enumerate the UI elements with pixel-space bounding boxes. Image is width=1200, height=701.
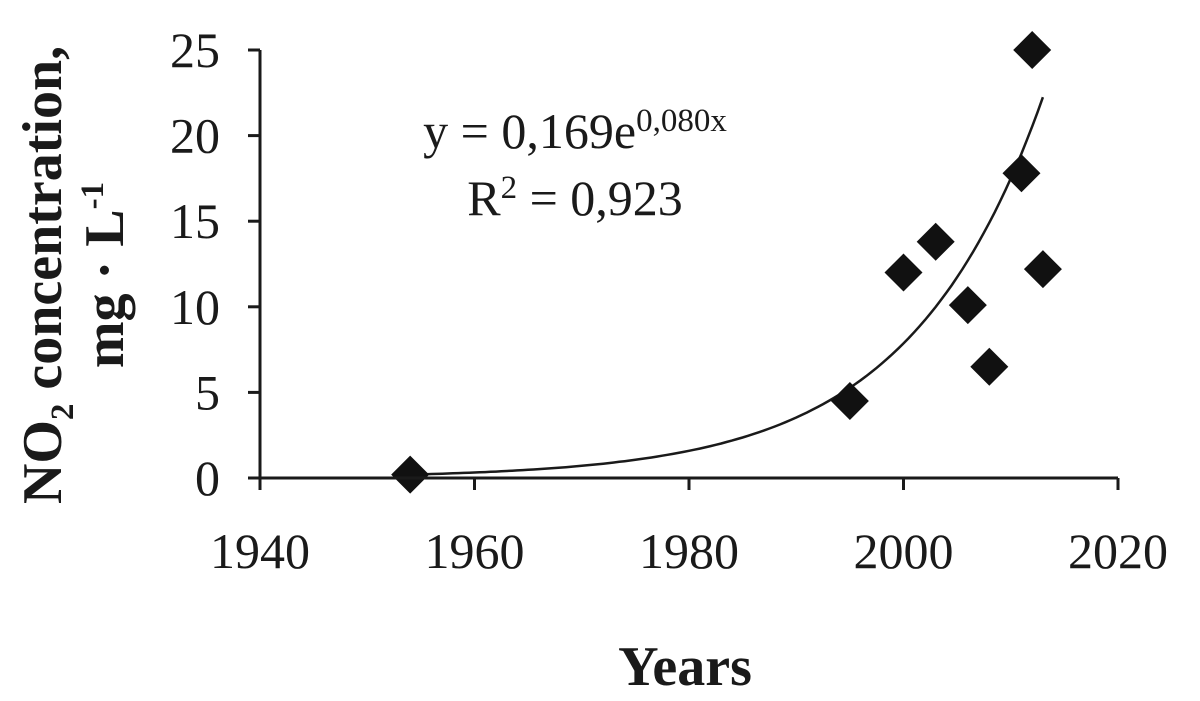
tick-layer: 1940 1960 1980 2000 2020 0 5 10 15 20 25 xyxy=(170,22,1168,579)
x-tick-label: 1980 xyxy=(639,523,739,579)
data-point-marker xyxy=(884,253,923,292)
y-tick-label: 5 xyxy=(195,364,220,420)
y-axis-title-line2: mg · L-1 xyxy=(74,182,136,368)
data-point-marker xyxy=(1013,31,1052,69)
r-squared-label: R2 = 0,923 xyxy=(467,170,683,226)
data-point-marker xyxy=(830,381,869,420)
x-axis-title: Years xyxy=(618,636,752,698)
x-tick-label: 2020 xyxy=(1068,523,1168,579)
data-point-marker xyxy=(1002,154,1041,193)
y-axis-title: NO2 concentration, xyxy=(12,46,81,504)
y-tick-label: 15 xyxy=(170,193,220,249)
data-point-marker xyxy=(970,347,1009,386)
y-tick-label: 0 xyxy=(195,450,220,506)
data-point-marker xyxy=(1023,250,1062,289)
x-tick-label: 2000 xyxy=(854,523,954,579)
y-tick-label: 10 xyxy=(170,279,220,335)
data-point-marker xyxy=(391,455,430,494)
data-point-marker xyxy=(916,222,955,261)
data-points xyxy=(391,31,1062,494)
x-tick-label: 1940 xyxy=(210,523,310,579)
y-axis-title-line1: NO2 concentration, xyxy=(12,46,81,504)
data-point-marker xyxy=(948,286,987,325)
x-tick-label: 1960 xyxy=(425,523,525,579)
exponential-trendline xyxy=(410,96,1045,476)
y-tick-label: 20 xyxy=(170,108,220,164)
y-tick-label: 25 xyxy=(170,22,220,78)
y-axis-unit: mg · L-1 xyxy=(74,182,136,368)
trend-equation: y = 0,169e0,080x xyxy=(423,103,727,159)
